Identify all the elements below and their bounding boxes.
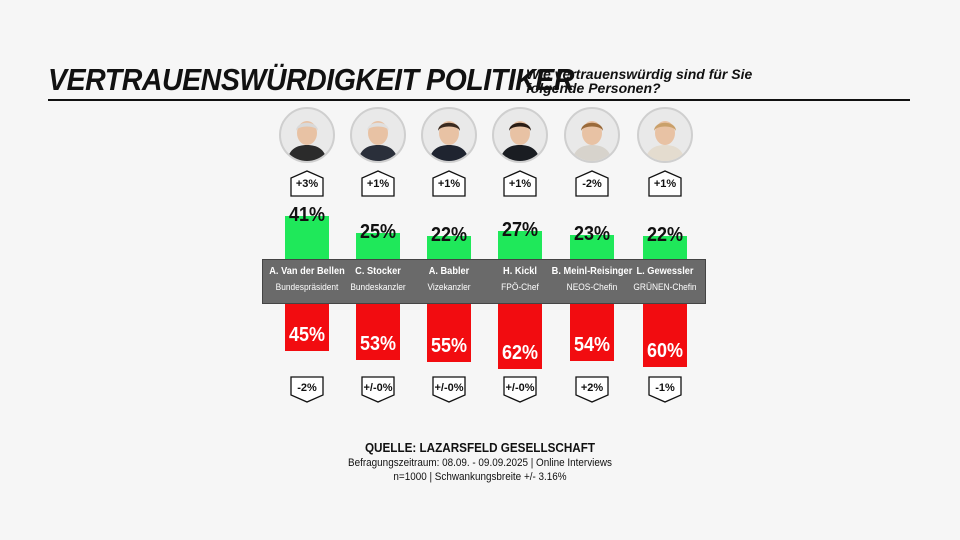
- politician-column: -2% 23% 54% +2%: [562, 0, 622, 540]
- change-value: +/-0%: [363, 382, 393, 394]
- politician-label: A. Babler Vizekanzler: [389, 265, 509, 293]
- distrust-value-label: 45%: [288, 324, 326, 347]
- trust-value-label: 25%: [359, 220, 397, 243]
- politician-role: Vizekanzler: [427, 282, 471, 293]
- arrow-down-icon: [503, 376, 537, 403]
- distrust-bar: [356, 304, 400, 360]
- politician-role: FPÖ-Chef: [501, 282, 539, 293]
- arrow-up-icon: [432, 170, 466, 197]
- politician-portrait: [279, 107, 335, 163]
- politician-column: +1% 22% 60% -1%: [635, 0, 695, 540]
- trust-bar: [570, 234, 614, 259]
- distrust-value-label: 60%: [646, 340, 684, 362]
- trust-bar: [427, 235, 471, 259]
- politician-label: A. Van der Bellen Bundespräsident: [247, 265, 367, 293]
- politician-label: L. Gewessler GRÜNEN-Chefin: [605, 265, 725, 293]
- change-value: +/-0%: [434, 382, 464, 394]
- distrust-bar: [427, 304, 471, 362]
- change-value: +1%: [366, 178, 390, 190]
- arrow-up-icon: [575, 170, 609, 197]
- trust-change-badge: +3%: [290, 170, 324, 197]
- trust-value-label: 23%: [573, 222, 611, 245]
- trust-change-badge: +1%: [503, 170, 537, 197]
- distrust-bar: [643, 304, 687, 367]
- source-label: QUELLE: LAZARSFELD GESELLSCHAFT: [364, 440, 596, 455]
- distrust-bar: [498, 304, 542, 370]
- change-value: +1%: [508, 178, 532, 190]
- arrow-down-icon: [575, 376, 609, 403]
- politician-name: A. Babler: [428, 265, 470, 277]
- arrow-down-icon: [361, 376, 395, 403]
- trust-change-badge: +1%: [648, 170, 682, 197]
- change-value: -2%: [582, 178, 602, 190]
- distrust-change-badge: +2%: [575, 376, 609, 403]
- politician-portrait: [564, 107, 620, 163]
- politician-portrait: [492, 107, 548, 163]
- change-value: +1%: [437, 178, 461, 190]
- politician-column: +3% 41% 45% -2%: [277, 0, 337, 540]
- trust-change-badge: +1%: [361, 170, 395, 197]
- distrust-bar: [570, 304, 614, 361]
- distrust-value-label: 53%: [359, 332, 397, 355]
- distrust-value-label: 55%: [430, 334, 468, 357]
- distrust-change-badge: +/-0%: [503, 376, 537, 403]
- trust-change-badge: -2%: [575, 170, 609, 197]
- distrust-change-badge: -1%: [648, 376, 682, 403]
- politician-portrait: [421, 107, 477, 163]
- arrow-up-icon: [290, 170, 324, 197]
- trust-value-label: 41%: [288, 203, 326, 226]
- trust-value-label: 22%: [646, 223, 684, 246]
- source-block: QUELLE: LAZARSFELD GESELLSCHAFT Befragun…: [0, 440, 960, 483]
- politician-column: +1% 22% 55% +/-0%: [419, 0, 479, 540]
- chart-subtitle: Wie vertrauenswürdig sind für Sie folgen…: [526, 66, 753, 96]
- distrust-value-label: 54%: [573, 333, 611, 356]
- politician-column: +1% 25% 53% +/-0%: [348, 0, 408, 540]
- change-value: +1%: [653, 178, 677, 190]
- change-value: +/-0%: [505, 382, 535, 394]
- arrow-up-icon: [503, 170, 537, 197]
- arrow-up-icon: [648, 170, 682, 197]
- distrust-change-badge: +/-0%: [432, 376, 466, 403]
- trust-bar: [285, 215, 329, 259]
- survey-period: Befragungszeitraum: 08.09. - 09.09.2025 …: [348, 457, 612, 469]
- politician-name: L. Gewessler: [636, 265, 694, 277]
- politician-name: A. Van der Bellen: [269, 265, 345, 277]
- title-rule: [48, 99, 910, 101]
- arrow-down-icon: [432, 376, 466, 403]
- trust-bar: [643, 235, 687, 259]
- sample-info: n=1000 | Schwankungsbreite +/- 3.16%: [393, 471, 567, 483]
- politician-role: GRÜNEN-Chefin: [633, 282, 697, 293]
- politician-name: C. Stocker: [355, 265, 401, 277]
- politician-portrait: [350, 107, 406, 163]
- politician-column: +1% 27% 62% +/-0%: [490, 0, 550, 540]
- distrust-change-badge: +/-0%: [361, 376, 395, 403]
- distrust-value-label: 62%: [501, 342, 539, 365]
- arrow-down-icon: [648, 376, 682, 403]
- politician-name: H. Kickl: [503, 265, 537, 277]
- name-band: [262, 259, 706, 304]
- change-value: -2%: [297, 382, 317, 394]
- politician-name: B. Meinl-Reisinger: [551, 265, 633, 277]
- politician-portrait: [637, 107, 693, 163]
- chart-title: VERTRAUENSWÜRDIGKEIT POLITIKER: [48, 62, 574, 97]
- trust-bar: [356, 232, 400, 259]
- arrow-down-icon: [290, 376, 324, 403]
- politician-role: NEOS-Chefin: [566, 282, 618, 293]
- trust-bar: [498, 230, 542, 259]
- politician-role: Bundeskanzler: [350, 282, 406, 293]
- politician-label: B. Meinl-Reisinger NEOS-Chefin: [532, 265, 652, 293]
- distrust-change-badge: -2%: [290, 376, 324, 403]
- change-value: +2%: [580, 382, 604, 394]
- trust-value-label: 27%: [501, 218, 539, 241]
- trust-value-label: 22%: [430, 223, 468, 246]
- politician-label: H. Kickl FPÖ-Chef: [460, 265, 580, 293]
- politician-label: C. Stocker Bundeskanzler: [318, 265, 438, 293]
- change-value: +3%: [295, 178, 319, 190]
- change-value: -1%: [655, 382, 675, 394]
- arrow-up-icon: [361, 170, 395, 197]
- trust-change-badge: +1%: [432, 170, 466, 197]
- distrust-bar: [285, 304, 329, 352]
- politician-role: Bundespräsident: [275, 282, 339, 293]
